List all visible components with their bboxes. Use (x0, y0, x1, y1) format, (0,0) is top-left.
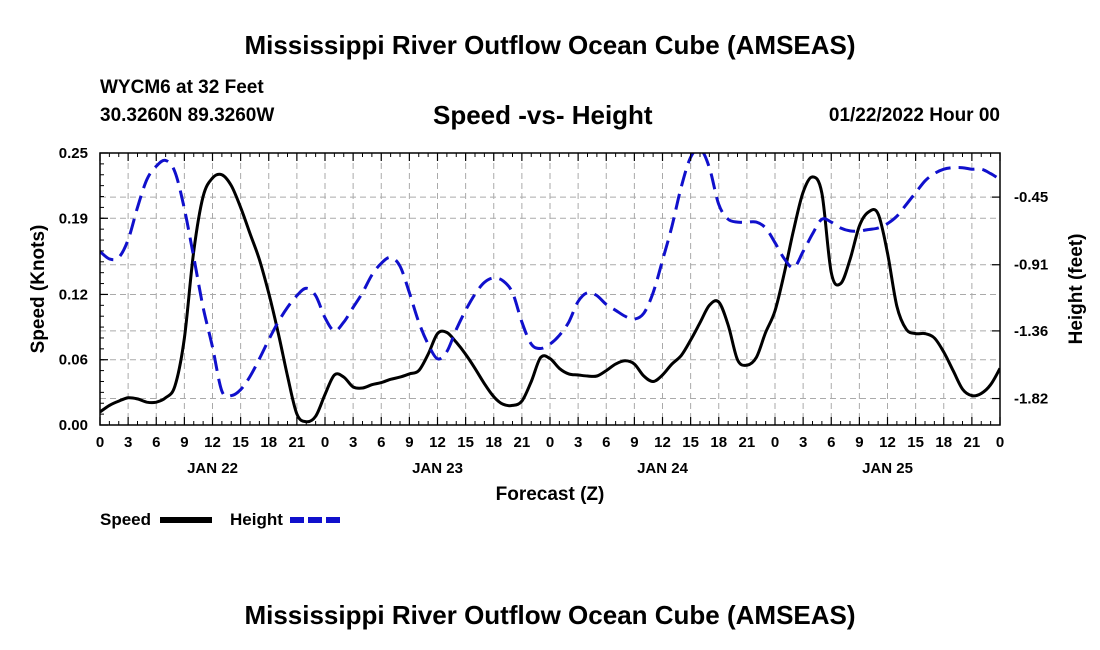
x-tick-label: 3 (349, 434, 357, 451)
x-tick-label: 9 (855, 434, 863, 451)
height-series-line (100, 153, 1000, 399)
x-tick-label: 15 (682, 434, 699, 451)
x-tick-label: 6 (377, 434, 385, 451)
y2-tick-label: -1.82 (1014, 391, 1048, 408)
x-tick-label: 12 (654, 434, 671, 451)
y-tick-label: 0.12 (59, 286, 88, 303)
coordinates-label: 30.3260N 89.3260W (100, 105, 275, 126)
x-tick-label: 12 (879, 434, 896, 451)
x-tick-label: 3 (574, 434, 582, 451)
x-tick-label: 21 (739, 434, 756, 451)
legend: Speed Height (100, 510, 342, 529)
y-tick-label: 0.00 (59, 417, 88, 434)
day-label: JAN 23 (412, 460, 463, 477)
x-tick-label: 12 (429, 434, 446, 451)
grid-lines (100, 153, 1000, 425)
y-tick-label: 0.19 (59, 210, 88, 227)
y2-tick-label: -1.36 (1014, 323, 1048, 340)
chart-footer-title: Mississippi River Outflow Ocean Cube (AM… (244, 600, 856, 630)
y2-axis-title: Height (feet) (1066, 234, 1087, 345)
x-tick-label: 6 (602, 434, 610, 451)
y-axis-title: Speed (Knots) (28, 225, 49, 354)
forecast-datetime: 01/22/2022 Hour 00 (828, 105, 1000, 126)
y2-tick-label: -0.45 (1014, 189, 1048, 206)
speed-series-line (100, 172, 1000, 424)
x-tick-label: 0 (771, 434, 779, 451)
day-label: JAN 22 (187, 460, 238, 477)
x-axis-title: Forecast (Z) (496, 484, 605, 505)
y-tick-label: 0.06 (59, 352, 88, 369)
x-tick-label: 9 (630, 434, 638, 451)
x-tick-label: 0 (546, 434, 554, 451)
x-tick-label: 9 (180, 434, 188, 451)
x-tick-label: 15 (232, 434, 249, 451)
x-tick-label: 6 (152, 434, 160, 451)
x-tick-label: 15 (907, 434, 924, 451)
x-tick-label: 9 (405, 434, 413, 451)
chart-canvas: 0 3 6 9 12 15 18 21 0 3 6 9 12 15 18 21 0 3 6 9 12 15 18 21 0 3 6 9… (28, 145, 1087, 529)
x-tick-label: 18 (260, 434, 277, 451)
x-tick-label: 0 (96, 434, 104, 451)
x-tick-label: 6 (827, 434, 835, 451)
x-tick-label: 21 (289, 434, 306, 451)
x-tick-label: 18 (485, 434, 502, 451)
chart-main-title: Mississippi River Outflow Ocean Cube (AM… (244, 30, 856, 60)
x-tick-label: 15 (457, 434, 474, 451)
day-label: JAN 25 (862, 460, 913, 477)
axis-ticks (99, 152, 1001, 426)
y-tick-label: 0.25 (59, 145, 88, 162)
axis-labels: 0 3 6 9 12 15 18 21 0 3 6 9 12 15 18 21 0 3 6 9 12 15 18 21 0 3 6 9… (28, 145, 1087, 505)
y2-tick-label: -0.91 (1014, 257, 1048, 274)
x-tick-label: 21 (964, 434, 981, 451)
x-tick-label: 21 (514, 434, 531, 451)
station-label: WYCM6 at 32 Feet (100, 77, 264, 98)
series-lines (100, 153, 1000, 424)
x-tick-label: 3 (799, 434, 807, 451)
x-tick-label: 3 (124, 434, 132, 451)
legend-label-speed: Speed (100, 510, 151, 529)
x-tick-label: 0 (321, 434, 329, 451)
legend-label-height: Height (230, 510, 283, 529)
chart-subtitle: Speed -vs- Height (433, 100, 653, 130)
x-tick-label: 0 (996, 434, 1004, 451)
day-label: JAN 24 (637, 460, 689, 477)
x-tick-label: 18 (710, 434, 727, 451)
x-tick-label: 18 (935, 434, 952, 451)
x-tick-label: 12 (204, 434, 221, 451)
